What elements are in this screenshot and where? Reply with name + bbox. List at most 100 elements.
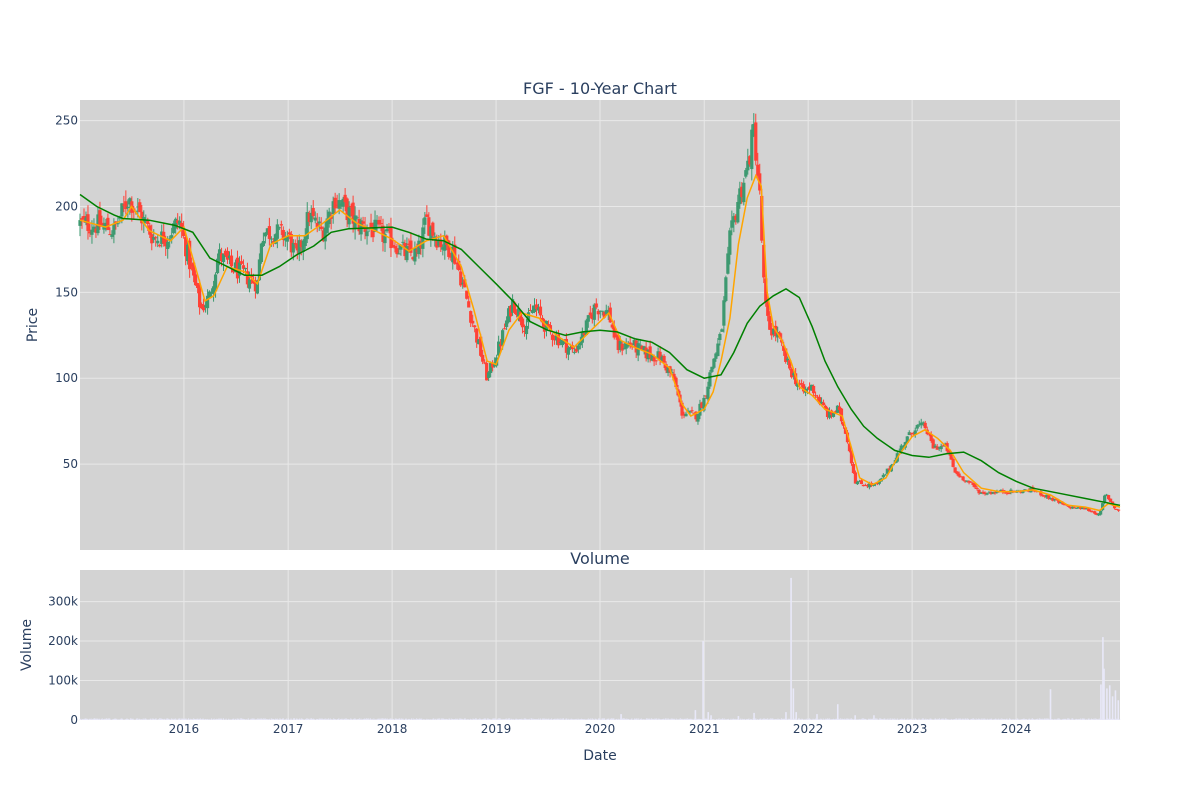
volume-bar: [144, 718, 146, 720]
volume-bar: [839, 718, 841, 720]
volume-bar: [842, 718, 844, 720]
volume-bar: [399, 718, 401, 720]
volume-bar: [715, 719, 717, 720]
volume-bar: [1087, 718, 1089, 720]
volume-bar: [100, 718, 102, 720]
candle-body: [817, 397, 822, 404]
price-axis-title: Price: [25, 308, 41, 342]
volume-bar: [143, 719, 145, 720]
candle-body: [670, 372, 674, 374]
volume-bar: [654, 718, 656, 720]
candle-body: [796, 383, 800, 387]
volume-bar: [534, 719, 536, 720]
candle-body: [409, 240, 413, 253]
candle-body: [363, 226, 367, 232]
volume-bar: [727, 719, 729, 720]
candle-body: [837, 406, 842, 410]
candle-body: [1053, 499, 1057, 501]
volume-bar: [534, 718, 536, 720]
volume-bar: [721, 718, 723, 720]
volume-bar: [943, 718, 945, 720]
volume-bar: [311, 718, 313, 720]
volume-bar: [925, 718, 927, 720]
candle-body: [345, 198, 349, 221]
volume-bar: [592, 719, 594, 720]
candle-body: [562, 339, 567, 341]
volume-bar: [532, 719, 534, 720]
candle-body: [203, 305, 208, 308]
candle-body: [963, 480, 967, 482]
volume-bar: [1079, 718, 1081, 720]
volume-bar: [324, 718, 326, 720]
volume-bar: [446, 719, 448, 720]
volume-bar: [1119, 719, 1121, 720]
volume-bar: [807, 718, 809, 720]
volume-bar: [1007, 719, 1009, 720]
volume-bar: [605, 719, 607, 720]
volume-bar: [562, 718, 564, 720]
volume-bar: [712, 719, 714, 720]
candle-body: [847, 443, 852, 452]
volume-bar: [704, 718, 706, 720]
candle-body: [558, 341, 563, 343]
volume-bar: [875, 718, 877, 720]
volume-bar: [697, 718, 699, 720]
volume-bar: [733, 719, 735, 720]
candle-body: [957, 473, 961, 477]
volume-bar: [1032, 719, 1034, 720]
volume-bar: [320, 718, 322, 720]
volume-bar: [242, 718, 244, 720]
volume-bar: [825, 718, 827, 720]
volume-bar: [1052, 719, 1054, 720]
volume-bars: [79, 577, 1121, 720]
volume-bar: [570, 718, 572, 720]
candle-body: [600, 310, 604, 312]
volume-bar: [643, 718, 645, 720]
volume-bar: [436, 718, 438, 720]
candle-body: [313, 217, 317, 221]
volume-bar: [286, 718, 288, 720]
volume-bar: [262, 719, 264, 720]
volume-bar: [519, 718, 521, 720]
volume-bar: [275, 718, 277, 720]
volume-bar: [847, 719, 849, 720]
candle-body: [538, 306, 543, 316]
volume-bar: [460, 718, 462, 720]
volume-bar: [1022, 718, 1024, 720]
volume-bar: [178, 718, 180, 720]
volume-bar: [953, 719, 955, 720]
candle-body: [961, 476, 965, 481]
candle-body: [917, 424, 921, 426]
volume-bar: [913, 718, 915, 720]
candle-body: [198, 285, 202, 308]
candle-body: [1107, 495, 1111, 500]
volume-bar: [1020, 719, 1022, 720]
candle-body: [469, 311, 473, 323]
candle-body: [664, 364, 668, 371]
candle-body: [249, 274, 254, 278]
volume-bar: [162, 718, 164, 720]
candle-body: [540, 317, 545, 323]
volume-bar: [1016, 718, 1018, 720]
volume-bar: [152, 718, 154, 720]
volume-bar: [1008, 719, 1010, 720]
volume-bar: [363, 718, 365, 720]
volume-bar: [801, 718, 803, 720]
candle-body: [622, 348, 626, 350]
volume-bar: [1067, 718, 1069, 720]
volume-bar: [272, 718, 274, 720]
candle-body: [411, 257, 415, 260]
volume-bar: [216, 718, 218, 720]
volume-bar: [200, 719, 202, 720]
volume-bar: [849, 719, 851, 720]
volume-bar: [192, 719, 194, 720]
volume-bar: [958, 718, 960, 720]
candle-body: [794, 373, 798, 385]
volume-bar: [824, 719, 826, 720]
candle-body: [124, 201, 128, 210]
volume-bar: [528, 719, 530, 720]
volume-bar: [287, 718, 289, 720]
candle-body: [237, 262, 242, 276]
volume-bar: [944, 719, 946, 720]
volume-bar: [579, 719, 581, 720]
